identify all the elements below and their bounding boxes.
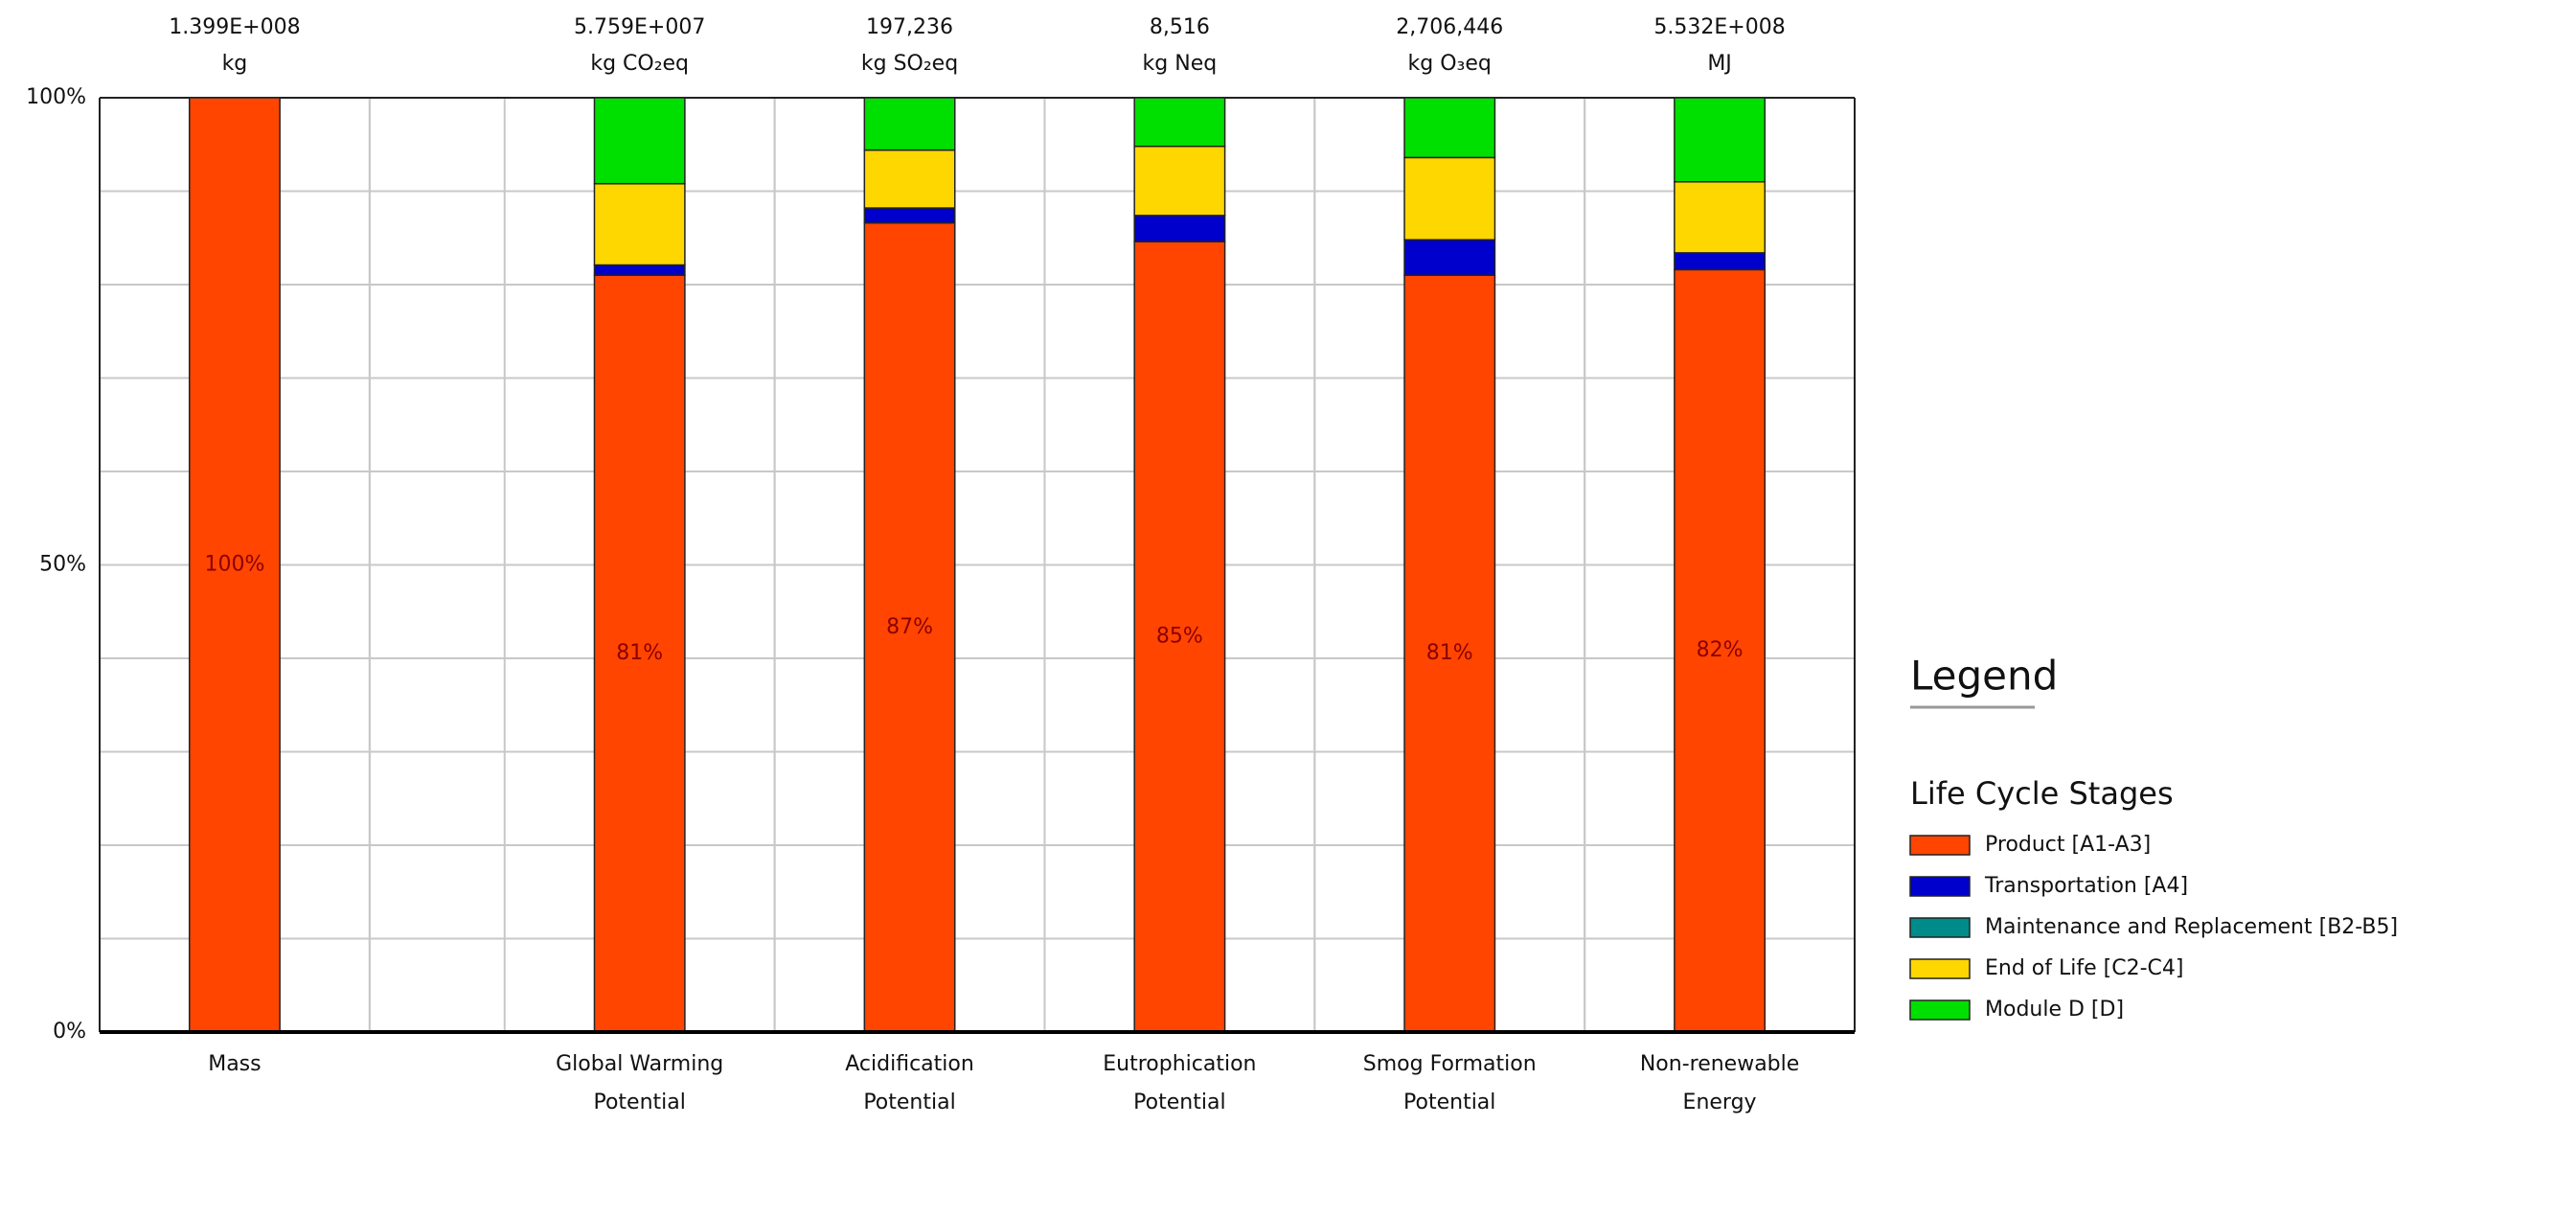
bar-segment (1674, 268, 1767, 1033)
unit-label: MJ (1707, 52, 1731, 76)
bar-segment (1133, 215, 1226, 242)
bar-segment (1674, 252, 1767, 271)
bar-segment (593, 97, 686, 185)
bar-segment (1674, 181, 1767, 254)
data-label: 85% (1156, 625, 1203, 649)
bar-segment (863, 149, 956, 209)
bar-segment (863, 221, 956, 1033)
total-label: 2,706,446 (1396, 15, 1503, 39)
bar-segment (1403, 239, 1496, 276)
legend-label: Transportation [A4] (1984, 874, 2188, 898)
data-label: 82% (1697, 638, 1744, 662)
bar-segment (593, 264, 686, 276)
legend-label: Module D [D] (1985, 998, 2124, 1022)
legend-swatch (1909, 835, 1971, 856)
y-tick-label: 0% (53, 1020, 86, 1044)
y-tick-label: 50% (39, 553, 86, 577)
y-tick-label: 100% (26, 85, 86, 109)
bar-segment (593, 182, 686, 266)
total-label: 5.532E+008 (1653, 15, 1785, 39)
bar-segment (863, 97, 956, 151)
legend-swatch (1909, 999, 1971, 1021)
legend-title: Legend (1910, 653, 2058, 700)
total-label: 1.399E+008 (169, 15, 300, 39)
bar-segment (1403, 97, 1496, 159)
x-tick-label: Mass (208, 1052, 262, 1076)
bar-segment (188, 97, 281, 1033)
legend-label: Maintenance and Replacement [B2-B5] (1985, 915, 2398, 939)
legend-label: Product [A1-A3] (1985, 833, 2151, 857)
data-label: 81% (616, 641, 663, 665)
unit-label: kg CO₂eq (590, 52, 689, 76)
data-label: 81% (1426, 641, 1473, 665)
x-tick-label: Acidification Potential (845, 1052, 974, 1114)
total-label: 5.759E+007 (574, 15, 705, 39)
unit-label: kg (222, 52, 248, 76)
legend-label: End of Life [C2-C4] (1985, 956, 2183, 980)
bar-segment (863, 207, 956, 224)
bar-segment (1674, 97, 1767, 183)
x-tick-label: Smog Formation Potential (1362, 1052, 1537, 1114)
bar-segment (1133, 97, 1226, 148)
legend-swatch (1909, 876, 1971, 897)
x-tick-label: Non-renewable Energy (1639, 1052, 1800, 1114)
bar-segment (1403, 274, 1496, 1033)
data-label: 87% (886, 615, 933, 639)
legend-subtitle: Life Cycle Stages (1910, 775, 2174, 812)
unit-label: kg Neq (1143, 52, 1218, 76)
x-tick-label: Eutrophication Potential (1103, 1052, 1257, 1114)
total-label: 197,236 (866, 15, 953, 39)
bar-segment (1133, 145, 1226, 217)
unit-label: kg SO₂eq (861, 52, 958, 76)
data-label: 100% (204, 553, 264, 577)
legend-swatch (1909, 958, 1971, 979)
total-label: 8,516 (1150, 15, 1210, 39)
bar-segment (1403, 156, 1496, 241)
x-tick-label: Global Warming Potential (556, 1052, 724, 1114)
unit-label: kg O₃eq (1408, 52, 1492, 76)
legend-swatch (1909, 917, 1971, 938)
